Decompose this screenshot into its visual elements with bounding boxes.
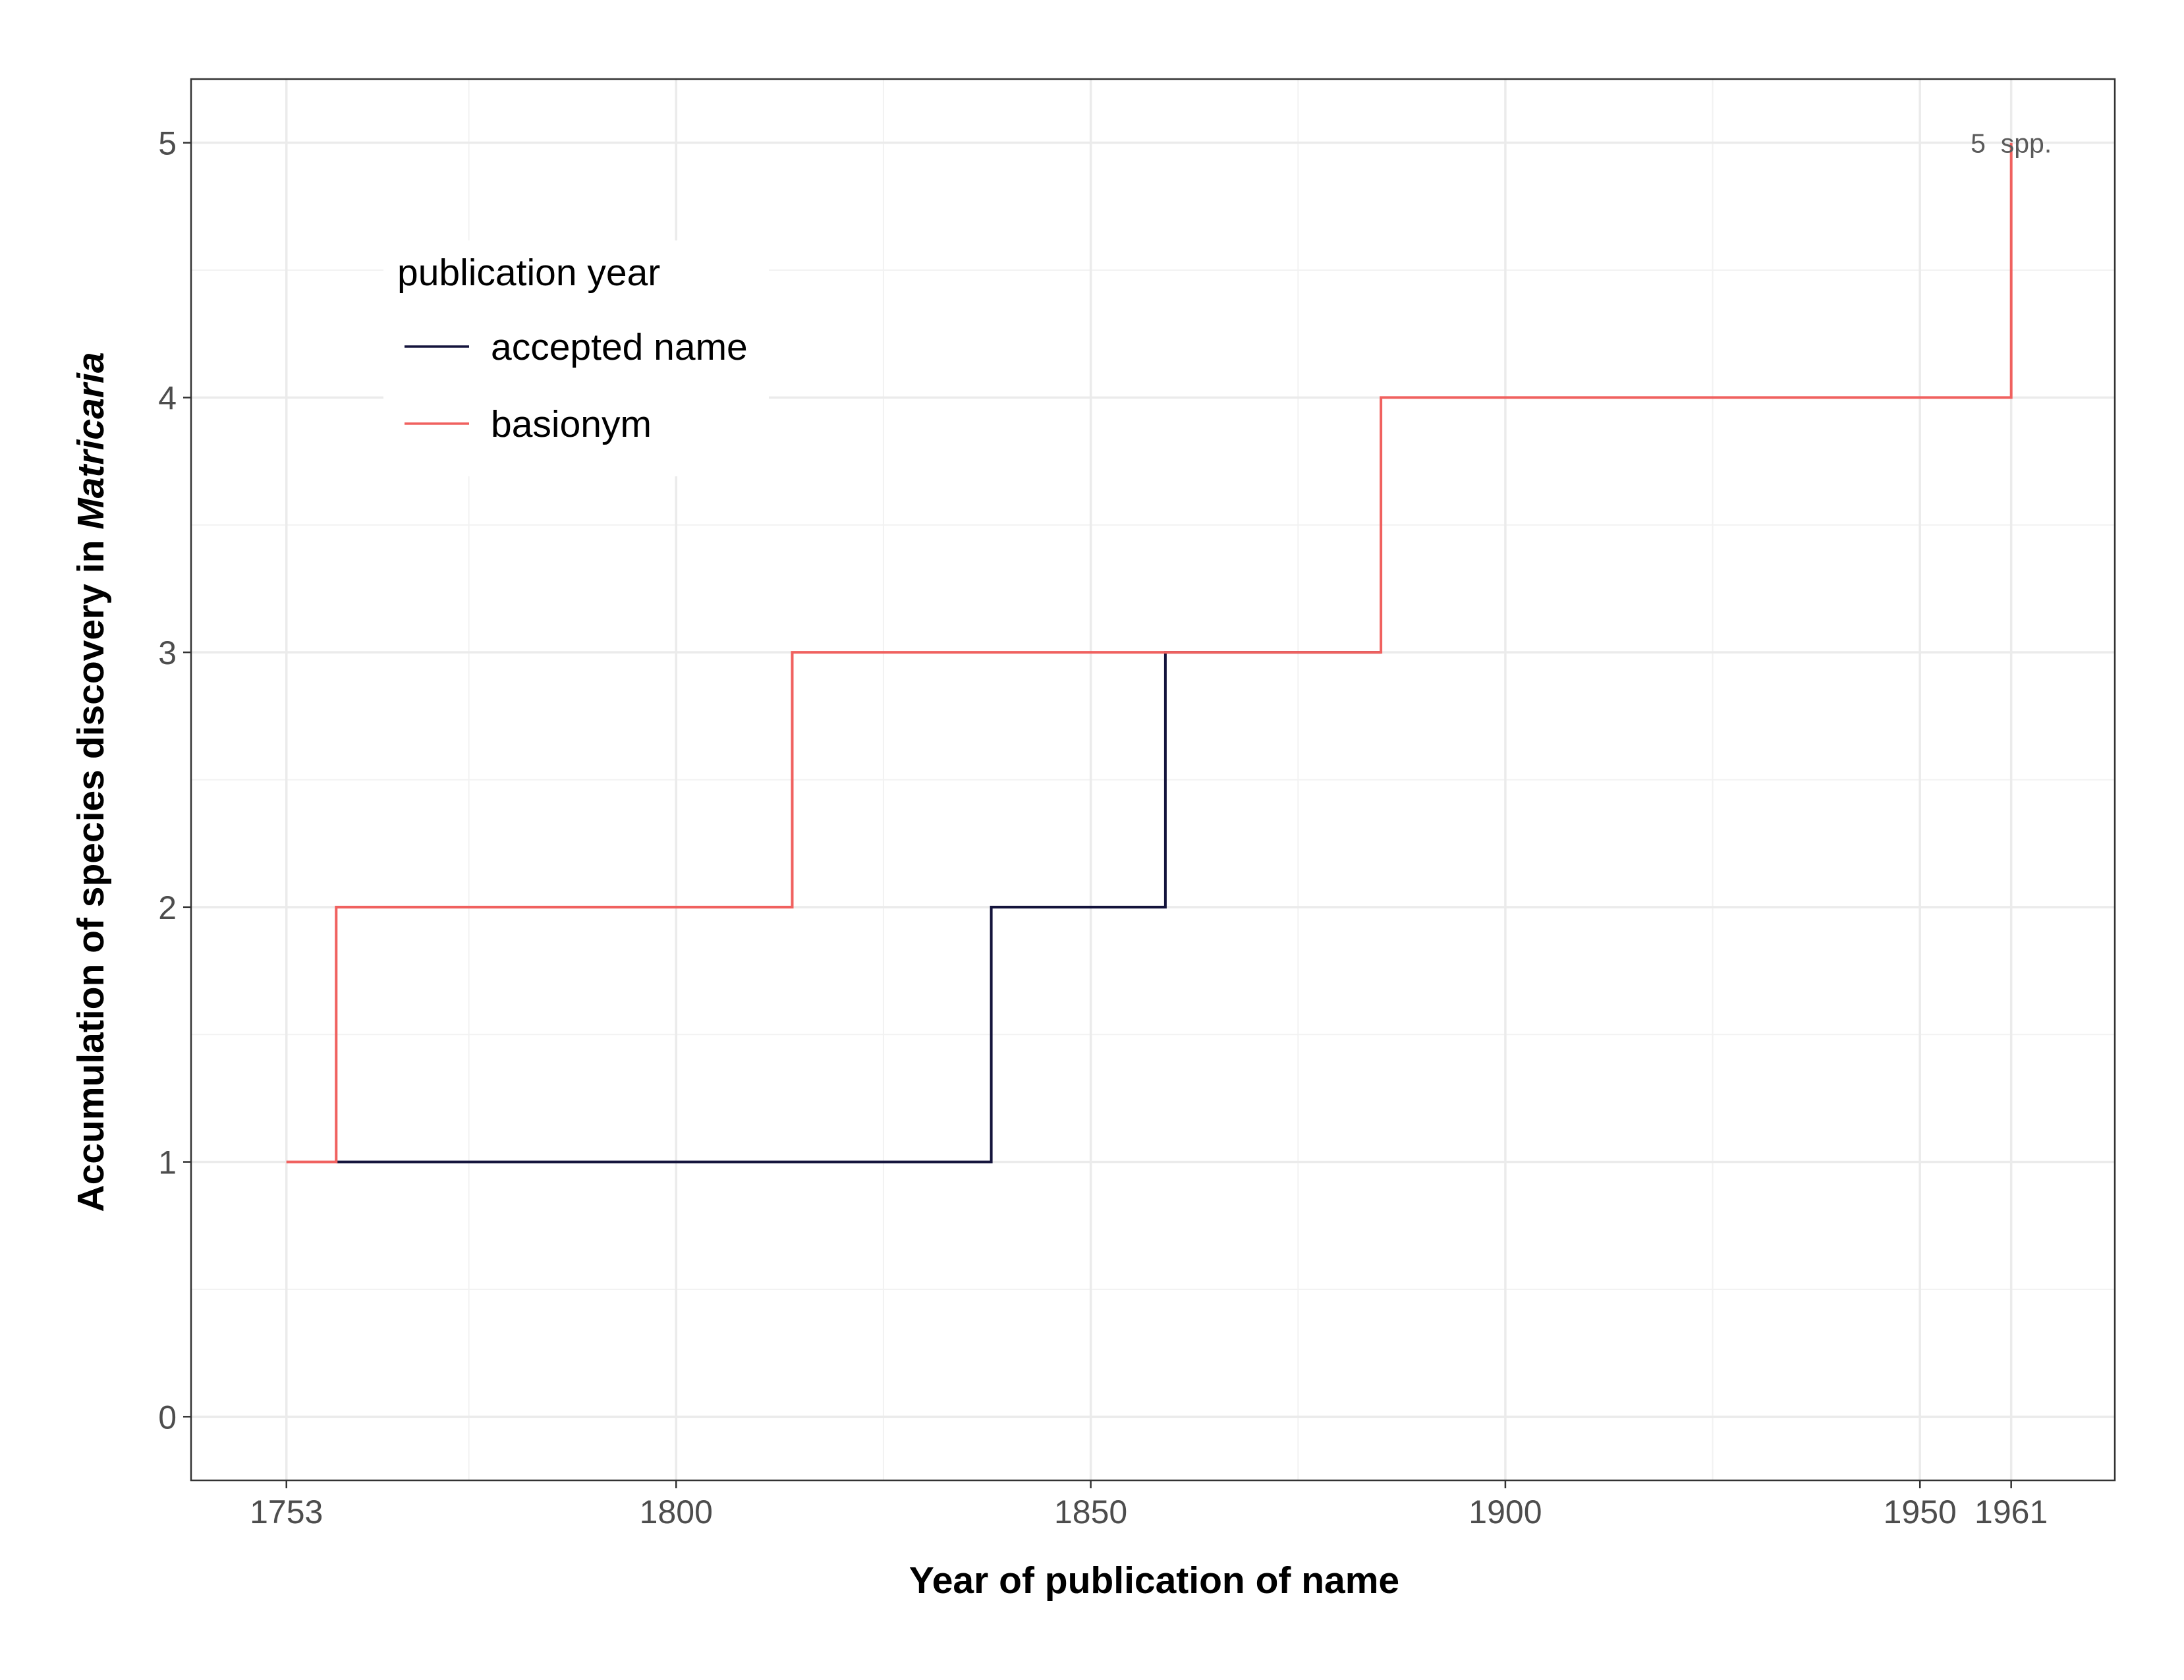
y-tick-label: 5 [158,125,177,162]
legend: publication year accepted name basionym [383,240,769,476]
legend-label-accepted-name: accepted name [491,326,748,368]
y-tick-label: 1 [158,1144,177,1181]
panel-border [190,78,2116,1482]
legend-title: publication year [397,252,660,294]
grid-minor [191,79,2115,1480]
y-axis-title: Accumulation of species discovery in Mat… [70,352,112,1212]
x-tick-label: 1850 [1054,1494,1127,1530]
legend-background [383,240,769,476]
y-tick-label: 0 [158,1399,177,1436]
y-axis: 0 1 2 3 4 5 [158,125,191,1436]
y-axis-title-prefix: Accumulation of species discovery in [70,530,112,1212]
legend-label-basionym: basionym [491,403,652,445]
y-axis-title-genus: Matricaria [70,352,112,529]
y-tick-label: 4 [158,379,177,416]
x-tick-label: 1950 [1884,1494,1957,1530]
y-tick-label: 3 [158,634,177,671]
x-tick-label: 1900 [1469,1494,1542,1530]
annotation-layer: 5 spp. [1971,128,2052,159]
x-axis-title: Year of publication of name [909,1559,1399,1602]
x-axis: 1753 1800 1850 1900 1950 1961 [250,1480,2048,1530]
x-tick-label: 1961 [1974,1494,2048,1530]
x-tick-label: 1753 [250,1494,323,1530]
series-layer [286,142,2013,1163]
x-tick-label: 1800 [640,1494,713,1530]
series-line-basionym [286,142,2013,1163]
annotation-label: 5 spp. [1971,128,2052,159]
y-tick-label: 2 [158,889,177,926]
